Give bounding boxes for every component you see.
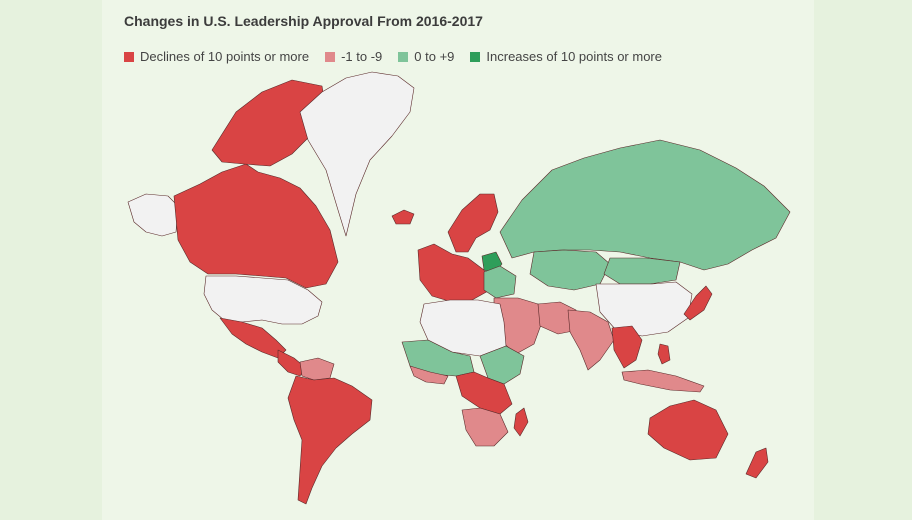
region-west-africa-coast [409, 365, 449, 385]
legend-swatch-decline-small [325, 51, 336, 62]
region-south-america [287, 375, 373, 505]
region-mexico [219, 317, 287, 359]
legend: Declines of 10 points or more -1 to -9 0… [124, 49, 662, 64]
region-venezuela [299, 357, 335, 381]
region-madagascar [513, 407, 529, 437]
region-new-zealand [745, 447, 769, 479]
region-scandinavia [447, 193, 499, 253]
region-australia [647, 399, 729, 461]
legend-swatch-gain-small [398, 51, 409, 62]
legend-item-decline10: Declines of 10 points or more [124, 49, 309, 64]
region-central-america [277, 349, 307, 377]
region-indonesia [621, 369, 705, 393]
region-southern-africa [461, 407, 509, 447]
legend-label-gain-small: 0 to +9 [414, 49, 455, 64]
region-canada [173, 163, 339, 289]
region-western-europe [417, 243, 491, 303]
legend-item-gain-small: 0 to +9 [398, 49, 454, 64]
region-usa [203, 275, 323, 325]
region-japan [683, 285, 713, 321]
region-china [595, 281, 693, 337]
region-mongolia [603, 257, 681, 285]
region-iceland [391, 209, 415, 225]
region-russia [499, 139, 791, 271]
region-alaska [127, 193, 179, 237]
region-south-asia [567, 309, 615, 371]
legend-item-decline-small: -1 to -9 [325, 49, 382, 64]
map-title: Changes in U.S. Leadership Approval From… [124, 13, 483, 29]
region-greenland [299, 71, 415, 237]
region-central-africa [455, 371, 513, 415]
region-eastern-europe [483, 265, 517, 299]
legend-label-gain10: Increases of 10 points or more [486, 49, 662, 64]
legend-label-decline-small: -1 to -9 [341, 49, 383, 64]
legend-item-gain10: Increases of 10 points or more [470, 49, 662, 64]
region-philippines [657, 343, 671, 365]
region-southeast-asia [611, 325, 643, 369]
legend-swatch-gain10 [470, 51, 481, 62]
legend-swatch-decline10 [124, 51, 134, 62]
legend-label-decline10: Declines of 10 points or more [140, 49, 310, 64]
